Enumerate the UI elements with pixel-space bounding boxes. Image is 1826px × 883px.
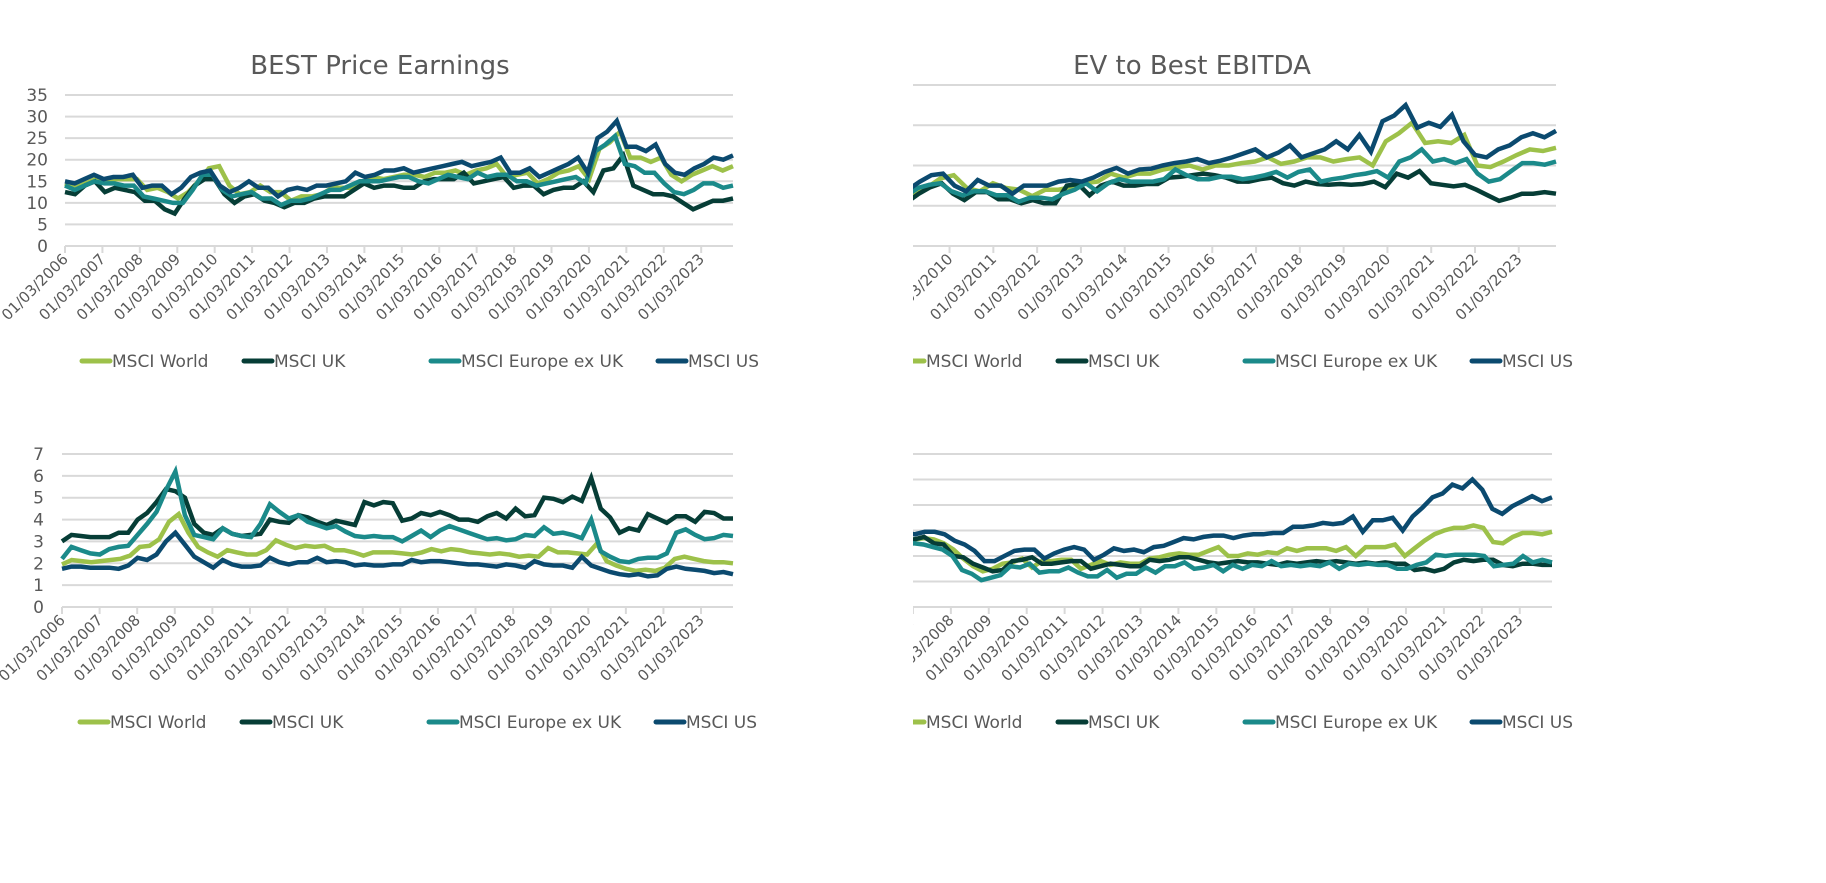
legend-item: MSCI Europe ex UK (428, 352, 624, 372)
y-tick-label: 2 (33, 554, 44, 574)
legend-item: MSCI US (655, 352, 759, 372)
chart-panel-dy: Dividend Yield0123456701/03/200601/03/20… (0, 409, 913, 878)
legend-item: MSCI World (77, 713, 206, 733)
chart-panel-pe: BEST Price Earnings 0 5 10 15 20 25 30 35 01/03/2… (0, 0, 913, 439)
legend-label: MSCI UK (274, 352, 346, 372)
series-line-msci-us (61, 529, 734, 579)
y-tick-label: 4 (33, 511, 44, 531)
y-tick-label: 6 (33, 467, 44, 487)
y-tick-label: 0 (37, 237, 48, 257)
y-tick-label: 30 (26, 108, 48, 128)
legend-item: MSCI US (1469, 713, 1573, 733)
legend-item: MSCI World (893, 352, 1022, 372)
legend-label: MSCI Europe ex UK (461, 352, 624, 372)
legend-label: MSCI World (110, 713, 206, 733)
legend-label: MSCI Europe ex UK (1275, 352, 1438, 372)
legend-label: MSCI World (112, 352, 208, 372)
y-tick-label: 35 (26, 86, 48, 106)
chart-title: EV to Best EBITDA (1073, 51, 1311, 81)
legend-item: MSCI UK (1055, 352, 1160, 372)
legend-label: MSCI Europe ex UK (1275, 713, 1438, 733)
legend-item: MSCI US (653, 713, 757, 733)
y-tick-label: 3 (33, 532, 44, 552)
legend-label: MSCI US (1502, 713, 1573, 733)
y-tick-label: 25 (26, 129, 48, 149)
series-line-msci-europe-ex-uk (60, 464, 734, 565)
legend-item: MSCI UK (1055, 713, 1160, 733)
y-tick-label: 15 (26, 172, 48, 192)
series-line-msci-us (64, 116, 734, 200)
series-line-msci-europe-ex-uk (64, 132, 734, 208)
series-line-msci-uk (60, 471, 733, 544)
legend-item: MSCI Europe ex UK (426, 713, 622, 733)
y-tick-label: 20 (26, 151, 48, 171)
series-line-msci-world (61, 510, 734, 574)
y-tick-label: 10 (26, 194, 48, 214)
chart-pb: Price to Book012345601/03/200601/03/2007… (808, 409, 1573, 733)
series-line-msci-us (874, 476, 1553, 564)
chart-pe: BEST Price Earnings0510152025303501/03/2… (0, 51, 759, 372)
legend-label: MSCI World (926, 713, 1022, 733)
chart-panel-pb: Price to Book012345601/03/200601/03/2007… (808, 409, 1826, 878)
y-tick-label: 5 (33, 489, 44, 509)
y-tick-label: 1 (33, 576, 44, 596)
legend-item: MSCI Europe ex UK (1242, 352, 1438, 372)
legend-label: MSCI UK (272, 713, 344, 733)
legend-label: MSCI US (686, 713, 757, 733)
chart-panel-ev: EV to Best EBITDA0510152001/03/200801/03… (795, 0, 1826, 439)
y-tick-label: 0 (33, 598, 44, 618)
legend-label: MSCI UK (1088, 713, 1160, 733)
chart-title: BEST Price Earnings (250, 51, 509, 81)
legend-label: MSCI UK (1088, 352, 1160, 372)
legend-label: MSCI World (926, 352, 1022, 372)
series-line-msci-europe-ex-uk (873, 541, 1553, 583)
series-line-msci-europe-ex-uk (861, 146, 1557, 205)
y-tick-label: 5 (37, 215, 48, 235)
legend-item: MSCI Europe ex UK (1242, 713, 1438, 733)
legend-label: MSCI Europe ex UK (459, 713, 622, 733)
chart-ev: EV to Best EBITDA0510152001/03/200801/03… (795, 51, 1573, 372)
chart-dy: Dividend Yield0123456701/03/200601/03/20… (0, 409, 757, 733)
legend-item: MSCI World (79, 352, 208, 372)
y-tick-label: 7 (33, 445, 44, 465)
legend-label: MSCI US (1502, 352, 1573, 372)
legend-item: MSCI UK (241, 352, 346, 372)
series-line-msci-us (861, 101, 1558, 199)
legend-item: MSCI World (893, 713, 1022, 733)
legend-item: MSCI UK (239, 713, 344, 733)
legend-item: MSCI US (1469, 352, 1573, 372)
legend-label: MSCI US (688, 352, 759, 372)
